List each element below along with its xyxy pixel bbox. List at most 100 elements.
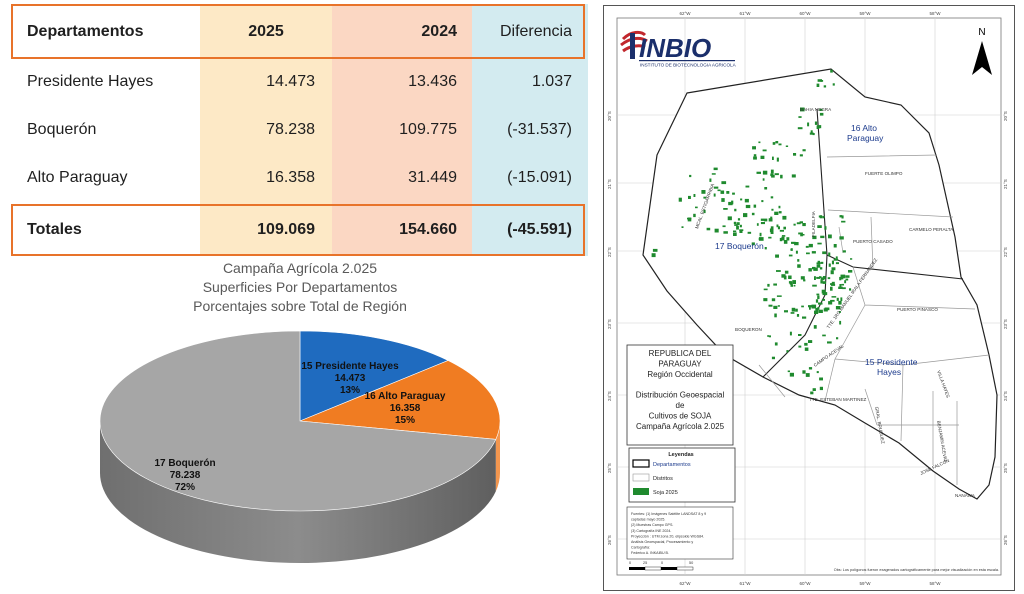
soy-parcel	[703, 209, 706, 214]
soy-parcel	[798, 334, 802, 336]
soy-parcel	[732, 192, 735, 195]
logo-text: INBIO	[639, 33, 711, 63]
soy-parcel	[768, 304, 773, 307]
district-label: GRAL. BRUGUEZ	[874, 406, 885, 444]
row-difference: (-15.091)	[507, 169, 572, 186]
longitude-label: 59°W	[859, 581, 871, 586]
soy-parcel	[841, 215, 844, 219]
soy-parcel	[812, 235, 817, 240]
soy-parcel	[733, 221, 736, 225]
map-scale-bar: 0 25 0 50	[629, 561, 694, 571]
soy-parcel	[808, 243, 813, 248]
soy-parcel	[814, 121, 818, 125]
soy-parcel	[711, 173, 716, 175]
soy-parcel	[811, 304, 817, 309]
map-note: Obs: Los polígonos fueron exagerados car…	[834, 568, 999, 572]
soy-parcel	[822, 216, 825, 219]
soy-parcel	[830, 299, 835, 302]
soy-parcel	[802, 370, 806, 374]
soy-parcel	[814, 276, 816, 280]
soy-distribution-map: 62°W 62°W 61°W 61°W 60°W 60°W 59°W 59°W 58°W 58°W…	[603, 5, 1015, 591]
soy-parcel	[817, 225, 822, 228]
soy-parcel	[764, 247, 767, 250]
soy-parcel	[791, 241, 796, 244]
soy-parcel	[839, 284, 842, 288]
soy-parcel	[838, 286, 843, 289]
longitude-labels: 62°W 62°W 61°W 61°W 60°W 60°W 59°W 59°W 58°W 58°W	[679, 11, 941, 586]
soy-parcel	[767, 283, 770, 287]
soy-parcel	[753, 204, 757, 208]
row-2025-value: 14.473	[266, 73, 315, 90]
soy-parcel	[728, 201, 733, 206]
soy-parcel	[839, 215, 843, 218]
soy-parcel	[809, 132, 814, 135]
soy-parcel	[818, 302, 823, 305]
soy-parcel	[769, 228, 774, 233]
table-row: Alto Paraguay 16.358 31.449 (-15.091)	[10, 154, 588, 202]
district-label: CARMELO PERALTA	[909, 227, 954, 232]
logo-underline	[639, 60, 735, 62]
sources-line: Federico A. INKAIBU B.	[631, 551, 669, 555]
soy-parcel	[777, 226, 780, 230]
soy-parcel	[789, 331, 792, 336]
soy-parcel	[747, 231, 752, 234]
soy-parcel	[778, 211, 782, 214]
soy-parcels	[651, 69, 853, 395]
soy-parcel	[776, 295, 782, 297]
latitude-label: 23°S	[1003, 319, 1008, 329]
sources-line: captadas mayo 2025.	[631, 518, 665, 522]
soy-parcel	[751, 212, 755, 216]
district-label: PUERTO CASADO	[853, 239, 893, 244]
soy-parcel	[770, 226, 774, 231]
row-difference: 1.037	[531, 73, 572, 90]
scale-label: 25	[643, 561, 647, 565]
map-canvas: 62°W 62°W 61°W 61°W 60°W 60°W 59°W 59°W 58°W 58°W…	[603, 5, 1015, 591]
totals-2025: 109.069	[257, 221, 315, 238]
soy-parcel	[831, 296, 837, 298]
soy-parcel	[819, 267, 823, 270]
column-2024-background	[332, 4, 472, 256]
district-label: TTE. ESTEBAN MARTINEZ	[809, 397, 867, 402]
chart-title-line-1: Campaña Agrícola 2.025	[222, 260, 378, 276]
soy-parcel	[776, 157, 779, 162]
north-label: N	[978, 27, 985, 38]
legend-swatch-departments	[632, 459, 650, 468]
soy-parcel	[832, 83, 835, 86]
longitude-label: 58°W	[929, 11, 941, 16]
table-row: Boquerón 78.238 109.775 (-31.537)	[10, 106, 588, 154]
longitude-label: 60°W	[799, 11, 811, 16]
soy-parcel	[773, 283, 777, 286]
totals-difference: (-45.591)	[507, 221, 572, 238]
soy-parcel	[827, 277, 831, 280]
soy-parcel	[652, 248, 658, 252]
soy-parcel	[743, 213, 748, 218]
table-row: Presidente Hayes 14.473 13.436 1.037	[10, 58, 588, 106]
soy-parcel	[687, 217, 692, 222]
soy-parcel	[795, 308, 798, 312]
latitude-label: 24°S	[607, 391, 612, 401]
soy-parcel	[819, 112, 824, 116]
scale-segment	[676, 566, 694, 571]
soy-parcel	[799, 221, 803, 224]
header-2024: 2024	[421, 23, 457, 40]
soy-parcel	[819, 215, 823, 219]
row-2024-value: 13.436	[408, 73, 457, 90]
soy-parcel	[737, 218, 741, 221]
soy-parcel	[762, 170, 768, 175]
soy-parcel	[723, 208, 728, 210]
soy-parcel	[818, 309, 823, 313]
dept-label-presidente-hayes-1: 15 Presidente	[865, 357, 918, 367]
soy-parcel	[824, 226, 827, 230]
soy-parcel	[787, 370, 790, 373]
district-label: BOQUERON	[735, 327, 762, 332]
soy-parcel	[763, 288, 768, 291]
soy-parcel	[816, 293, 820, 296]
soy-parcel	[768, 335, 771, 338]
pie-chart-panel: Campaña Agrícola 2.025 Superficies Por D…	[0, 256, 600, 594]
totals-2024: 154.660	[399, 221, 457, 238]
soy-parcel	[796, 314, 800, 317]
soy-parcel	[810, 130, 813, 134]
soy-parcel	[721, 181, 727, 185]
soy-parcel	[751, 242, 755, 246]
soy-parcel	[781, 235, 786, 237]
